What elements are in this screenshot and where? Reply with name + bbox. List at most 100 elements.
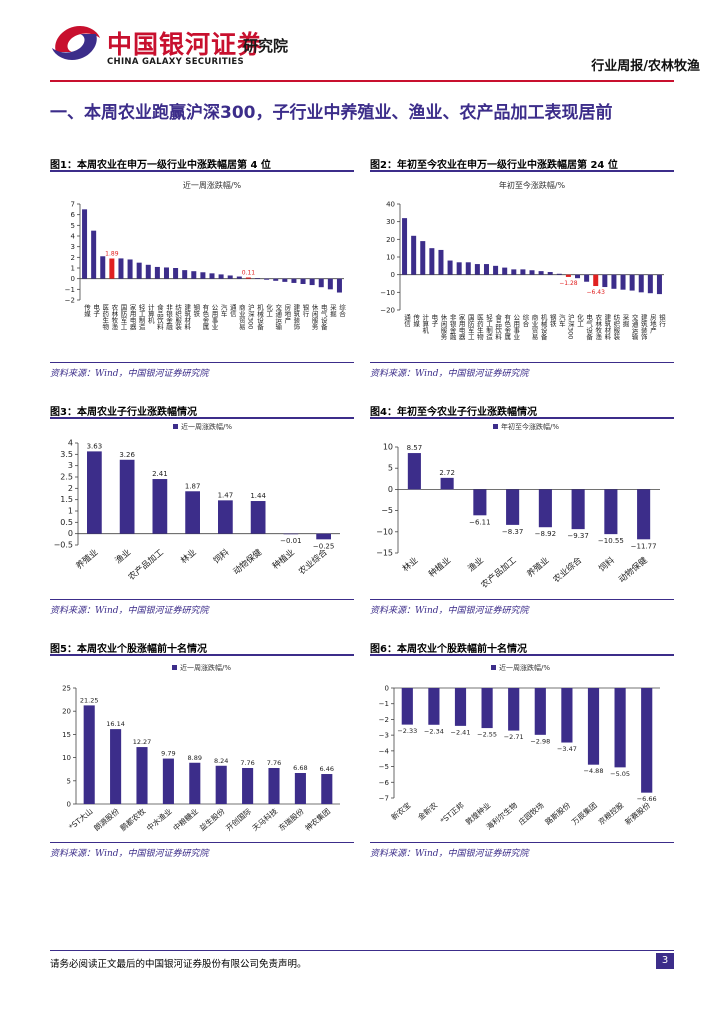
bar-新农宝 xyxy=(401,688,413,725)
category-label: 综合 xyxy=(521,313,529,329)
bar-食品饮料 xyxy=(154,266,160,279)
bar-休闲服务 xyxy=(438,249,444,275)
bar-汽车 xyxy=(218,274,224,279)
bar-机械设备 xyxy=(255,278,261,279)
figure-2-source-rule xyxy=(370,362,674,363)
y-tick-label: −5 xyxy=(381,506,393,515)
category-label: 路斯股份 xyxy=(543,800,573,827)
data-label: −2.55 xyxy=(477,731,497,739)
bar-采掘 xyxy=(327,278,333,290)
category-label: 养殖业 xyxy=(74,547,101,572)
data-label: 9.79 xyxy=(161,750,175,758)
category-label: 化工 xyxy=(576,313,584,328)
y-tick-label: 4 xyxy=(68,439,73,448)
y-tick-label: −15 xyxy=(376,549,393,558)
legend-swatch xyxy=(491,665,496,670)
bar-钢铁 xyxy=(547,272,553,275)
figure-5-rule xyxy=(50,654,354,656)
figure-3-source: 资料来源：Wind，中国银河证券研究院 xyxy=(50,606,209,616)
bar-商业贸易 xyxy=(236,276,242,279)
bar-商业贸易 xyxy=(529,270,535,275)
category-label: 汽车 xyxy=(219,303,227,319)
category-label: 医药生物 xyxy=(475,314,483,342)
y-tick-label: −10 xyxy=(376,527,393,536)
bar-建筑材料 xyxy=(602,274,608,288)
bar-传媒 xyxy=(82,209,88,279)
figure-3-chart: 近一周涨跌幅/% −0.5 0 0.5 1 1.5 2 2.5 3 3.5 4 3.63 养殖业 3.26… xyxy=(50,419,354,597)
bar-渔业 xyxy=(473,489,487,516)
category-label: 国防军工 xyxy=(119,304,127,331)
figure-5-chart: 近一周涨跌幅/% 0 5 10 15 20 25 21.25 *ST大山 16.14 朗源股份 12.… xyxy=(50,656,354,840)
bar-种植业 xyxy=(283,533,299,535)
bar-建筑装饰 xyxy=(291,278,297,283)
bar-计算机 xyxy=(145,264,151,279)
bar-银行 xyxy=(300,278,306,284)
category-label: 家用电器 xyxy=(457,313,465,342)
bar-东瑞股份 xyxy=(294,773,306,804)
y-tick-label: −7 xyxy=(379,795,389,803)
category-label: 有色金属 xyxy=(201,303,209,332)
y-tick-label: 0 xyxy=(391,271,395,279)
bar-动物保健 xyxy=(250,501,266,534)
bar-国防军工 xyxy=(465,262,471,275)
y-tick-label: 0.5 xyxy=(60,518,73,527)
y-tick-label: 20 xyxy=(386,236,395,244)
bar-农业综合 xyxy=(571,489,585,530)
category-label: 食品饮料 xyxy=(494,313,502,342)
y-tick-label: 2 xyxy=(71,254,75,262)
bar-鹏都农牧 xyxy=(136,747,148,804)
y-tick-label: −1 xyxy=(65,286,75,294)
bar-中水渔业 xyxy=(162,758,174,804)
bar-通信 xyxy=(227,275,233,279)
y-tick-label: 3.5 xyxy=(60,450,73,459)
data-label: 12.27 xyxy=(133,738,152,746)
category-label: 公用事业 xyxy=(512,314,520,340)
category-label: 动物保健 xyxy=(616,555,649,586)
data-label: −6.66 xyxy=(637,795,657,803)
logo-institute: 研究院 xyxy=(243,37,289,55)
data-label: −8.92 xyxy=(535,530,556,538)
y-tick-label: 5 xyxy=(71,222,75,230)
category-label: 有色金属 xyxy=(503,313,511,342)
y-tick-label: 0 xyxy=(68,529,73,538)
figure-3-source-rule xyxy=(50,599,354,600)
category-label: 农产品加工 xyxy=(126,547,166,583)
bar-家用电器 xyxy=(456,262,462,275)
bar-医药生物 xyxy=(100,256,106,279)
bar-轻工制造 xyxy=(483,264,489,275)
data-label: 2.41 xyxy=(152,470,168,478)
data-label: 1.47 xyxy=(218,491,234,499)
category-label: 渔业 xyxy=(466,555,486,574)
y-tick-label: −0.5 xyxy=(54,541,73,550)
y-tick-label: 0 xyxy=(385,685,389,693)
y-tick-label: 25 xyxy=(62,685,71,693)
category-label: 林业 xyxy=(178,547,198,566)
y-tick-label: 2.5 xyxy=(60,473,73,482)
y-tick-label: 5 xyxy=(67,777,71,785)
figure-1-title: 图1：本周农业在申万一级行业中涨跌幅居第 4 位 xyxy=(50,160,271,171)
category-label: 京粮控股 xyxy=(596,800,626,827)
figure-5-source-rule xyxy=(50,842,354,843)
footer-disclaimer: 请务必阅读正文最后的中国银河证券股份有限公司免责声明。 xyxy=(50,959,307,970)
bar-家用电器 xyxy=(127,259,133,279)
category-label: 钢铁 xyxy=(548,314,556,329)
bar-神农集团 xyxy=(321,774,333,804)
data-label: −2.41 xyxy=(451,728,471,736)
data-label: 8.24 xyxy=(214,757,228,765)
category-label: 汽车 xyxy=(557,313,565,329)
bar-医药生物 xyxy=(474,264,480,275)
bar-京粮控股 xyxy=(614,688,626,768)
data-label: −10.55 xyxy=(598,537,624,545)
category-label: 纺织服装 xyxy=(612,313,620,342)
category-label: 综合 xyxy=(337,303,345,319)
category-label: 农林牧渔 xyxy=(110,303,118,332)
category-label: *ST正邦 xyxy=(438,800,466,826)
bar-房地产 xyxy=(282,278,288,282)
bar-种植业 xyxy=(440,477,454,490)
y-tick-label: −3 xyxy=(379,732,389,740)
category-label: 化工 xyxy=(265,303,273,318)
y-tick-label: 20 xyxy=(62,708,71,716)
category-label: 朗源股份 xyxy=(91,806,121,833)
category-label: 种植业 xyxy=(270,547,297,572)
data-label: 8.89 xyxy=(188,754,202,762)
